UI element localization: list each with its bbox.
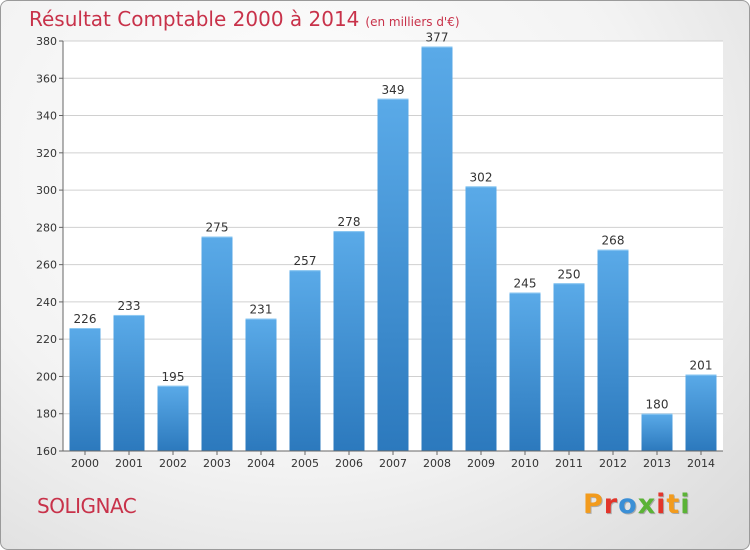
x-tick-label-2009: 2009 [467, 457, 495, 470]
x-tick-label-2004: 2004 [247, 457, 275, 470]
bar-2014 [685, 374, 717, 451]
value-label-2007: 349 [382, 83, 405, 97]
value-label-2013: 180 [646, 398, 669, 412]
bar-2009 [465, 186, 497, 451]
bar-2010 [509, 292, 541, 451]
value-label-2006: 278 [338, 215, 361, 229]
x-tick-label-2003: 2003 [203, 457, 231, 470]
value-label-2005: 257 [294, 254, 317, 268]
bar-2000 [69, 328, 101, 451]
bar-2005 [289, 270, 321, 451]
value-label-2002: 195 [162, 370, 185, 384]
value-label-2003: 275 [206, 221, 229, 235]
value-label-2008: 377 [426, 31, 449, 45]
logo-letter: x [637, 489, 657, 520]
logo-letter: t [666, 489, 681, 520]
bar-2003 [201, 236, 233, 451]
y-tick-label: 280 [36, 221, 57, 234]
proxiti-logo: Proxiti [583, 489, 691, 520]
logo-letter: i [680, 489, 691, 520]
x-tick-label-2011: 2011 [555, 457, 583, 470]
value-label-2011: 250 [558, 267, 581, 281]
y-tick-label: 340 [36, 110, 57, 123]
chart-subtitle: (en milliers d'€) [365, 15, 460, 29]
value-label-2014: 201 [690, 359, 713, 373]
value-label-2010: 245 [514, 277, 537, 291]
x-tick-label-2007: 2007 [379, 457, 407, 470]
bar-2002 [157, 385, 189, 451]
x-tick-label-2014: 2014 [687, 457, 715, 470]
y-tick-label: 260 [36, 259, 57, 272]
bar-2006 [333, 231, 365, 451]
y-tick-label: 240 [36, 296, 57, 309]
bar-2011 [553, 283, 585, 451]
y-tick-label: 160 [36, 445, 57, 458]
logo-letter: i [656, 489, 667, 520]
y-tick-label: 380 [36, 35, 57, 48]
bar-2001 [113, 314, 145, 451]
commune-name: SOLIGNAC [37, 494, 137, 518]
bar-2008 [421, 46, 453, 451]
value-label-2009: 302 [470, 170, 493, 184]
y-tick-label: 300 [36, 184, 57, 197]
y-tick-label: 320 [36, 147, 57, 160]
value-label-2004: 231 [250, 303, 273, 317]
bar-2013 [641, 413, 673, 451]
x-tick-label-2010: 2010 [511, 457, 539, 470]
value-label-2012: 268 [602, 234, 625, 248]
bar-2012 [597, 249, 629, 451]
x-tick-label-2013: 2013 [643, 457, 671, 470]
chart-title-text: Résultat Comptable 2000 à 2014 [29, 7, 360, 31]
x-tick-label-2002: 2002 [159, 457, 187, 470]
x-tick-label-2001: 2001 [115, 457, 143, 470]
x-tick-label-2006: 2006 [335, 457, 363, 470]
y-tick-label: 220 [36, 333, 57, 346]
y-tick-label: 180 [36, 408, 57, 421]
x-tick-label-2008: 2008 [423, 457, 451, 470]
y-tick-label: 360 [36, 72, 57, 85]
logo-letter: o [618, 489, 638, 520]
bar-2007 [377, 98, 409, 451]
logo-letter: r [603, 489, 619, 520]
x-tick-label-2012: 2012 [599, 457, 627, 470]
x-tick-label-2000: 2000 [71, 457, 99, 470]
x-tick-label-2005: 2005 [291, 457, 319, 470]
value-label-2000: 226 [74, 312, 97, 326]
chart-title: Résultat Comptable 2000 à 2014 (en millie… [29, 7, 460, 31]
y-tick-label: 200 [36, 370, 57, 383]
bar-2004 [245, 318, 277, 451]
value-label-2001: 233 [118, 299, 141, 313]
logo-letter: P [583, 489, 604, 520]
